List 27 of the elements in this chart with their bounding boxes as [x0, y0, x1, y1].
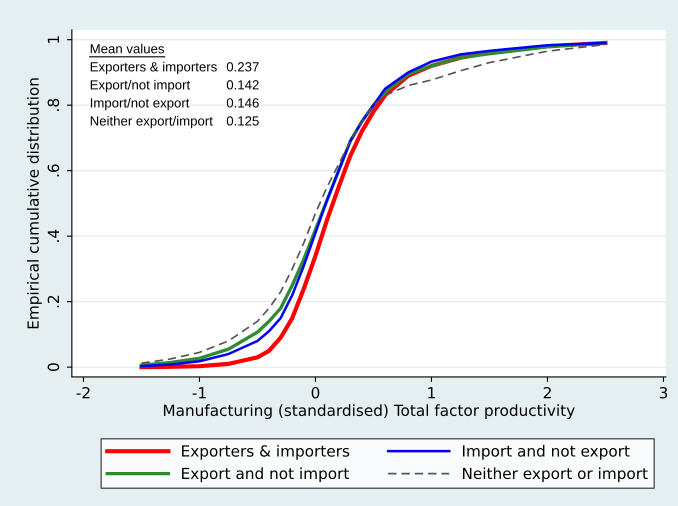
- legend-label: Import and not export: [462, 444, 630, 460]
- annotation: Exporters & importers: [90, 62, 217, 74]
- y-tick-label: 0: [48, 363, 60, 371]
- y-axis-title: Empirical cumulative distribution: [27, 78, 42, 328]
- legend-label: Exporters & importers: [182, 444, 350, 460]
- x-tick-label: 3: [660, 386, 668, 399]
- annotation: Import/not export: [90, 98, 190, 110]
- annotation: Mean values: [90, 44, 164, 54]
- x-tick-label: 1: [428, 387, 435, 398]
- x-tick-label: 2: [544, 386, 551, 398]
- y-tick-label: .8: [48, 98, 60, 111]
- annotation: Export/not import: [90, 80, 190, 92]
- annotation: 0.125: [226, 116, 259, 126]
- x-tick-label: -1: [192, 387, 206, 398]
- y-tick-label: .6: [48, 164, 60, 176]
- y-tick-label: .4: [48, 230, 59, 242]
- y-tick-label: 1: [48, 36, 59, 43]
- x-axis-title: Manufacturing (standardised) Total factor productivity: [164, 404, 575, 420]
- x-tick-label: 0: [312, 386, 320, 399]
- annotation: 0.146: [226, 98, 259, 108]
- annotation: Neither export/import: [90, 116, 213, 128]
- legend-label: Neither export or import: [462, 467, 648, 482]
- legend-label: Export and not import: [182, 467, 350, 482]
- annotation: 0.142: [226, 80, 259, 90]
- y-tick-label: .2: [48, 296, 59, 308]
- x-tick-label: -2: [76, 386, 90, 398]
- annotation: 0.237: [226, 62, 259, 72]
